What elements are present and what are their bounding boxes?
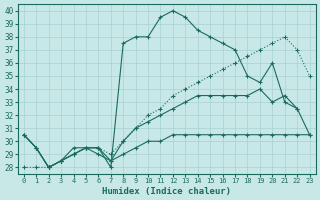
X-axis label: Humidex (Indice chaleur): Humidex (Indice chaleur) (102, 187, 231, 196)
